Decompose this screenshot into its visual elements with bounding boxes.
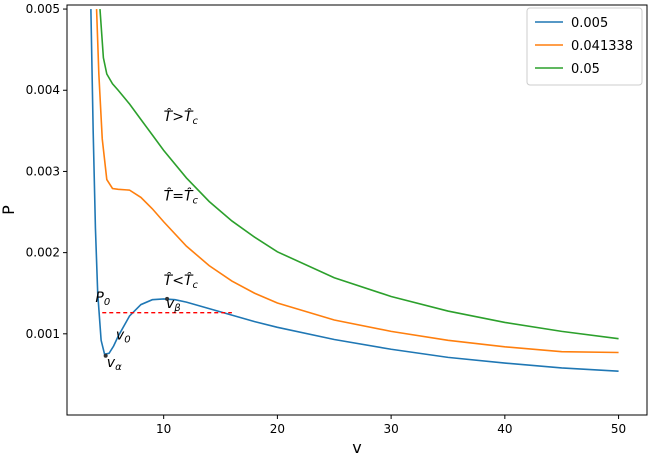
legend-label-2: 0.05 [571,62,600,77]
annotation-1: T̂=T̂c [164,188,199,207]
x-tick-label-4: 50 [611,422,626,436]
series-line-2 [99,9,619,340]
legend-label-1: 0.041338 [571,39,633,54]
annotation-2: T̂<T̂c [164,273,199,292]
y-tick-label-2: 0.003 [26,164,60,178]
tick-layer: 10 20 30 40 50 0.001 0.002 0.003 0.004 0.005 [26,2,627,436]
x-tick-label-2: 30 [383,422,398,436]
y-axis-label: P [0,205,18,215]
x-tick-label-1: 20 [270,422,285,436]
series-line-1 [95,9,619,354]
x-tick-label-3: 40 [497,422,512,436]
y-tick-label-0: 0.001 [26,327,60,341]
series-layer [90,9,619,372]
point-marker-0 [103,353,108,358]
annotation-0: T̂>T̂c [164,109,199,128]
legend: 0.005 0.041338 0.05 [526,7,643,86]
y-tick-label-3: 0.004 [26,83,60,97]
x-tick-label-0: 10 [156,422,171,436]
legend-label-0: 0.005 [571,16,608,31]
legend-box [526,7,643,86]
y-tick-label-1: 0.002 [26,246,60,260]
y-tick-label-4: 0.005 [26,2,60,16]
x-axis-label: v [352,438,361,456]
series-line-0 [90,9,619,372]
point-marker-1 [165,296,170,301]
extra-layer [102,296,232,358]
